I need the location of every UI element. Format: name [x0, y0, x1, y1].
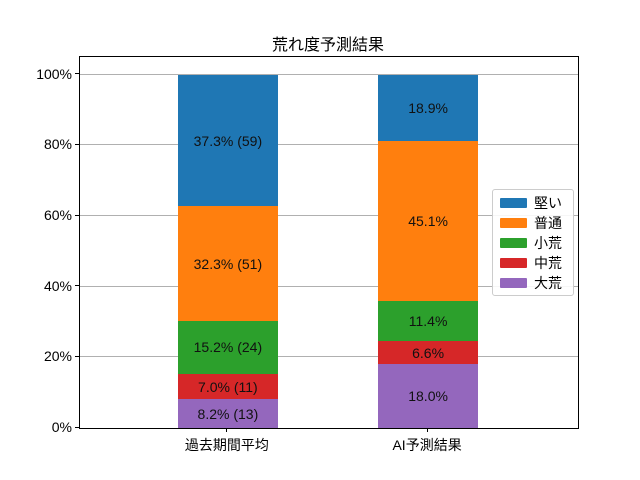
legend: 堅い普通小荒中荒大荒	[492, 189, 574, 296]
bar-segment-label: 11.4%	[408, 312, 448, 329]
y-tick-label: 60%	[43, 207, 72, 223]
bar-segment-label: 18.9%	[408, 100, 448, 117]
bar-segment-label: 18.0%	[408, 388, 448, 405]
bar-segment-大荒: 18.0%	[378, 364, 478, 428]
bar-segment-大荒: 8.2% (13)	[178, 399, 278, 428]
legend-label: 普通	[534, 215, 562, 231]
bar-segment-普通: 45.1%	[378, 141, 478, 301]
legend-item-小荒: 小荒	[500, 233, 566, 253]
bar-segment-堅い: 18.9%	[378, 74, 478, 142]
bar-segment-label: 45.1%	[408, 213, 448, 230]
bar-segment-label: 37.3% (59)	[193, 132, 263, 149]
bar-2: 18.0% 6.6% 11.4% 45.1% 18.9%	[378, 57, 478, 428]
y-tick-label: 0%	[51, 419, 72, 435]
legend-swatch	[500, 238, 527, 248]
legend-label: 中荒	[534, 255, 562, 271]
legend-swatch	[500, 198, 527, 208]
y-tick-label: 40%	[43, 277, 72, 294]
legend-item-大荒: 大荒	[500, 273, 566, 293]
y-tick-label: 80%	[43, 136, 72, 153]
bar-segment-普通: 32.3% (51)	[178, 206, 278, 321]
y-tick-mark	[75, 73, 79, 75]
gridline	[80, 215, 578, 216]
legend-swatch	[500, 278, 527, 288]
y-tick-label: 20%	[43, 348, 72, 365]
x-tick-label-1: 過去期間平均	[184, 437, 269, 453]
bar-1: 8.2% (13) 7.0% (11) 15.2% (24) 32.3% (51) 37…	[178, 57, 278, 428]
y-tick-mark	[75, 426, 79, 428]
y-tick-label: 100%	[36, 65, 72, 82]
x-tick-label-2: AI予測結果	[392, 437, 462, 453]
bar-segment-堅い: 37.3% (59)	[178, 74, 278, 207]
legend-item-普通: 普通	[500, 213, 566, 233]
x-tick-mark	[226, 428, 228, 432]
gridline	[80, 73, 578, 75]
bar-segment-label: 15.2% (24)	[193, 339, 263, 356]
bar-segment-中荒: 7.0% (11)	[178, 374, 278, 400]
y-tick-mark	[75, 355, 79, 357]
y-tick-mark	[75, 214, 79, 216]
legend-label: 堅い	[534, 195, 562, 211]
x-tick-mark	[426, 428, 428, 432]
bar-segment-label: 7.0% (11)	[198, 378, 258, 395]
gridline	[80, 356, 578, 358]
chart-title: 荒れ度予測結果	[271, 37, 384, 54]
legend-swatch	[500, 218, 527, 228]
gridline	[80, 144, 578, 146]
y-tick-mark	[75, 285, 79, 287]
bar-segment-小荒: 15.2% (24)	[178, 320, 278, 375]
gridline	[80, 285, 578, 287]
legend-label: 小荒	[534, 235, 562, 251]
legend-item-中荒: 中荒	[500, 253, 566, 273]
legend-label: 大荒	[534, 275, 562, 291]
bar-segment-中荒: 6.6%	[378, 341, 478, 365]
bar-segment-label: 32.3% (51)	[193, 255, 263, 272]
legend-item-堅い: 堅い	[500, 193, 566, 213]
bar-segment-label: 6.6%	[412, 344, 445, 361]
bar-segment-小荒: 11.4%	[378, 300, 478, 342]
y-tick-mark	[75, 143, 79, 145]
bar-segment-label: 8.2% (13)	[197, 405, 259, 422]
legend-swatch	[500, 258, 527, 268]
plot-area: 8.2% (13) 7.0% (11) 15.2% (24) 32.3% (51) 37…	[79, 56, 579, 429]
